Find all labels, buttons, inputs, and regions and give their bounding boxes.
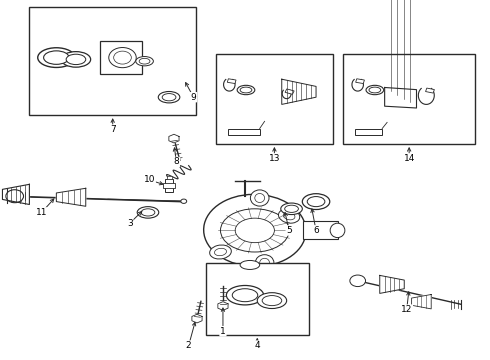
Ellipse shape — [137, 207, 159, 218]
Ellipse shape — [61, 51, 91, 67]
Ellipse shape — [255, 194, 265, 202]
Ellipse shape — [158, 91, 180, 103]
Bar — [29, 7, 196, 115]
Text: 4: 4 — [254, 341, 260, 350]
Ellipse shape — [240, 87, 252, 93]
Ellipse shape — [369, 87, 381, 93]
Ellipse shape — [250, 190, 269, 206]
Text: 7: 7 — [110, 125, 116, 134]
Ellipse shape — [278, 209, 300, 223]
Bar — [227, 79, 236, 84]
Polygon shape — [2, 184, 29, 204]
Text: 10: 10 — [144, 175, 155, 184]
Polygon shape — [218, 302, 228, 310]
Ellipse shape — [139, 58, 150, 64]
Text: 6: 6 — [313, 226, 319, 235]
Bar — [167, 176, 172, 179]
Circle shape — [109, 48, 136, 68]
Text: 3: 3 — [127, 219, 133, 228]
Polygon shape — [380, 275, 404, 293]
Ellipse shape — [257, 293, 287, 309]
Bar — [356, 79, 365, 84]
Ellipse shape — [302, 194, 330, 210]
Text: 1: 1 — [220, 327, 226, 336]
Ellipse shape — [285, 205, 298, 212]
Bar — [216, 54, 333, 144]
Bar — [165, 179, 173, 192]
Bar — [355, 129, 382, 135]
Ellipse shape — [136, 57, 153, 66]
Bar — [206, 263, 309, 335]
Ellipse shape — [237, 85, 255, 95]
Polygon shape — [169, 134, 179, 143]
Ellipse shape — [307, 197, 325, 207]
Ellipse shape — [366, 85, 384, 95]
Ellipse shape — [330, 223, 345, 238]
Polygon shape — [282, 79, 316, 104]
Text: 11: 11 — [36, 208, 48, 217]
Text: 8: 8 — [173, 157, 179, 166]
Text: 9: 9 — [191, 93, 196, 102]
Polygon shape — [412, 294, 431, 309]
Ellipse shape — [232, 289, 258, 302]
Ellipse shape — [44, 51, 69, 64]
Ellipse shape — [255, 255, 274, 271]
Ellipse shape — [283, 212, 295, 220]
Text: 12: 12 — [401, 305, 413, 314]
Text: 5: 5 — [286, 226, 292, 235]
Ellipse shape — [204, 194, 306, 266]
Circle shape — [181, 199, 187, 203]
Ellipse shape — [281, 203, 302, 215]
Bar — [285, 89, 294, 94]
Ellipse shape — [260, 258, 270, 267]
Bar — [303, 221, 338, 239]
Ellipse shape — [38, 48, 75, 67]
Text: 13: 13 — [269, 154, 280, 163]
Ellipse shape — [210, 245, 231, 259]
Ellipse shape — [235, 218, 274, 243]
Circle shape — [350, 275, 366, 287]
Bar — [228, 129, 260, 135]
Text: 14: 14 — [403, 154, 415, 163]
Ellipse shape — [240, 261, 260, 269]
Bar — [343, 54, 475, 144]
Text: 2: 2 — [186, 341, 192, 350]
Circle shape — [6, 190, 24, 203]
Ellipse shape — [66, 54, 86, 64]
Ellipse shape — [226, 285, 264, 305]
Ellipse shape — [215, 248, 226, 256]
Ellipse shape — [141, 209, 155, 216]
Circle shape — [114, 51, 131, 64]
Ellipse shape — [262, 296, 282, 306]
Bar — [100, 41, 142, 74]
Polygon shape — [56, 188, 86, 206]
Polygon shape — [385, 87, 416, 108]
Bar — [425, 88, 435, 93]
Ellipse shape — [162, 94, 176, 101]
Ellipse shape — [220, 209, 289, 252]
Bar — [163, 183, 175, 188]
Polygon shape — [192, 314, 202, 323]
